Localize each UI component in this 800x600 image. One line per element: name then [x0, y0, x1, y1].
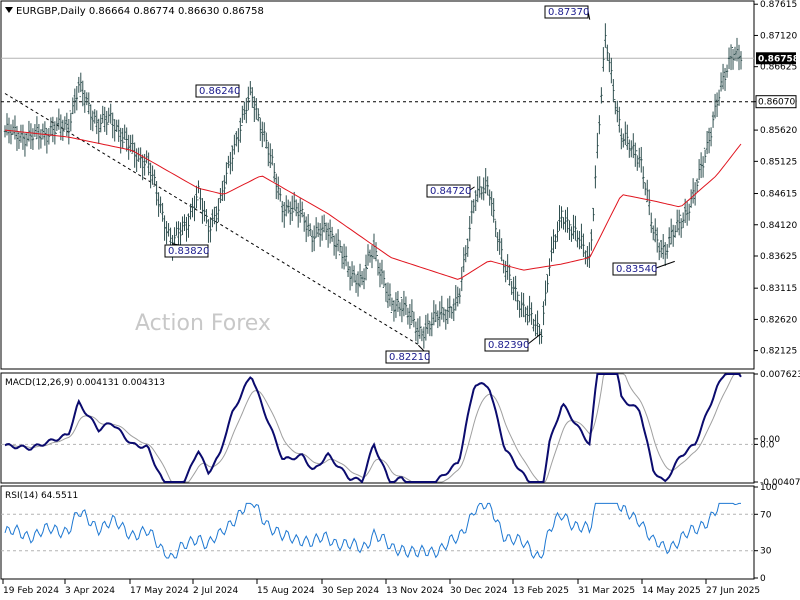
annotation-box	[164, 244, 209, 258]
price-tick-label: 0.87615	[760, 0, 797, 10]
annotation-box	[195, 84, 240, 98]
rsi-tick-label: 70	[760, 510, 772, 520]
time-tick-label: 13 Nov 2024	[386, 586, 444, 596]
downtrend-line	[4, 93, 419, 346]
time-tick-label: 31 Mar 2025	[578, 586, 635, 596]
macd-tick-label: -0.004073	[760, 478, 800, 488]
moving-average	[4, 129, 742, 280]
time-tick-label: 27 Jun 2025	[706, 586, 760, 596]
current-price-box	[756, 52, 796, 65]
annotation-label: 0.82210	[389, 352, 430, 363]
trendline	[4, 93, 419, 346]
macd-tick-label: 0.00	[760, 435, 780, 445]
annotation-leader	[527, 333, 542, 345]
annotation-leader	[655, 260, 675, 269]
time-tick-label: 14 May 2025	[642, 586, 701, 596]
time-tick-label: 3 Apr 2024	[65, 586, 115, 596]
price-tick-label: 0.84615	[760, 190, 797, 200]
annotation-label: 0.84720	[430, 186, 471, 197]
time-tick-label: 17 May 2024	[130, 586, 189, 596]
annotation-label: 0.86240	[199, 86, 240, 97]
macd-header: MACD(12,26,9) 0.004131 0.004313	[5, 378, 165, 388]
annotation-box	[544, 5, 589, 19]
annotation-box	[612, 262, 657, 276]
price-tick-label: 0.83625	[760, 252, 797, 262]
macd-panel-frame	[0, 372, 755, 484]
current-price-label: 0.86758	[758, 54, 799, 64]
rsi-path	[4, 502, 741, 559]
time-tick-label: 2 Jul 2024	[193, 586, 238, 596]
rsi-panel-frame	[0, 485, 755, 580]
time-tick-label: 15 Aug 2024	[257, 586, 315, 596]
price-tick-label: 0.82125	[760, 347, 797, 357]
time-tick-label: 19 Feb 2024	[3, 586, 59, 596]
main-panel-frame	[0, 0, 755, 370]
annotation-label: 0.83540	[616, 264, 657, 275]
price-tick-label: 0.83115	[760, 284, 797, 294]
price-bars	[3, 23, 743, 349]
macd-axis: 0.007623 0.000.0 -0.004073	[754, 370, 800, 488]
rsi-axis: 100 70 30 0	[754, 483, 777, 584]
price-tick-label: 0.86625	[760, 63, 797, 73]
rsi-header: RSI(14) 64.5511	[5, 491, 78, 501]
price-tick-label: 0.82620	[760, 315, 797, 325]
macd-tick-label: 0.007623	[760, 370, 800, 380]
price-tick-label: 0.87120	[760, 31, 797, 41]
time-axis: 19 Feb 2024 3 Apr 2024 17 May 2024 2 Jul 20…	[2, 579, 760, 596]
watermark: Action Forex	[135, 311, 271, 336]
macd-line	[4, 373, 742, 484]
annotation-box	[385, 350, 430, 364]
annotation-label: 0.82390	[488, 340, 529, 351]
annotation-label: 0.87370	[548, 7, 589, 18]
annotation-leader	[469, 186, 475, 191]
annotation-label: 0.83820	[168, 246, 209, 257]
price-tick-label: 0.84120	[760, 221, 797, 231]
price-tick-label: 0.85125	[760, 157, 797, 167]
time-tick-label: 30 Dec 2024	[450, 586, 508, 596]
price-annotations: 0.87370 0.86240 0.84720 0.83820 0.83540 0.823…	[164, 5, 675, 364]
rsi-tick-label: 0	[760, 574, 766, 584]
price-tick-label: 0.85620	[760, 126, 797, 136]
macd-main-path	[4, 373, 742, 484]
support-level-box	[755, 95, 797, 109]
time-tick-label: 30 Sep 2024	[322, 586, 379, 596]
support-level-label: 0.86070	[758, 98, 795, 108]
macd-tick-label: 0.0	[760, 440, 775, 450]
main-header[interactable]: EURGBP,Daily 0.86664 0.86774 0.86630 0.8…	[5, 6, 264, 17]
dropdown-triangle-icon[interactable]	[5, 7, 13, 13]
rsi-tick-label: 30	[760, 547, 772, 557]
symbol-header: EURGBP,Daily 0.86664 0.86774 0.86630 0.8…	[16, 6, 264, 17]
time-tick-label: 13 Feb 2025	[513, 586, 569, 596]
rsi-tick-label: 100	[760, 483, 777, 493]
annotation-box	[426, 184, 471, 198]
moving-average-line	[4, 129, 742, 280]
price-axis: 0.87615 0.87120 0.86625 0.86070 0.85620 0.851…	[754, 0, 799, 357]
rsi-line	[4, 502, 741, 559]
annotation-box	[484, 338, 529, 352]
